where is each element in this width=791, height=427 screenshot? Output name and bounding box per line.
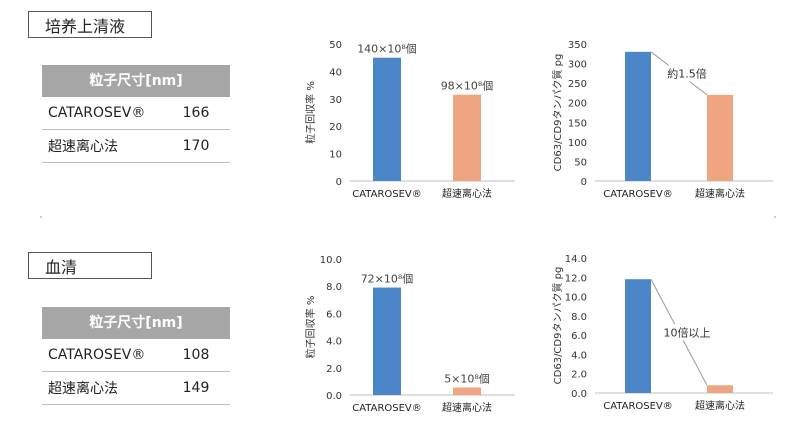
y-tick-label: 6.0 [326,309,342,320]
table-row: CATAROSEV® 108 [42,339,230,372]
y-tick-label: 10.0 [565,293,587,304]
bar [707,385,733,393]
table-header: 粒子尺寸[nm] [42,307,230,339]
section-label-serum: 血清 [28,252,152,279]
table-header: 粒子尺寸[nm] [42,65,230,97]
x-tick-label: 超速离心法 [442,187,492,200]
y-axis-label: 粒子回収率 % [304,81,317,144]
data-label: 72×10⁸個 [361,273,414,286]
y-tick-label: 10 [329,150,342,161]
y-tick-label: 4.0 [326,337,342,348]
bar [373,57,401,182]
annotation-background [665,65,709,82]
particle-recovery-chart-serum: 0.0 2.0 4.0 6.0 8.0 10.0 粒子回収率 % CATAROSEV® 超速离心… [304,255,515,414]
annotation-label: 10倍以上 [664,325,711,339]
protein-chart-supernatant: 0 50 100 150 200 250 300 350 CD63/CD9タンパク質 pg CAT… [551,40,773,200]
annotation-label: 約1.5倍 [667,66,707,80]
value-cell: 108 [182,347,210,363]
y-axis-label: CD63/CD9タンパク質 pg [551,54,564,172]
bar [625,51,651,182]
y-axis-label: CD63/CD9タンパク質 pg [551,267,564,385]
x-tick-label: 超速离心法 [442,401,492,414]
table-row: CATAROSEV® 166 [42,97,230,130]
protein-chart-serum: 0.0 2.0 4.0 6.0 8.0 10.0 12.0 14.0CD63/CD9タンパク質… [551,254,773,412]
x-tick-label: CATAROSEV® [352,189,422,200]
bar [453,387,481,395]
y-tick-label: 12.0 [565,273,587,284]
y-tick-label: 40 [329,67,342,78]
table-row: 超速离心法 149 [42,372,230,405]
y-tick-label: 0 [581,177,587,188]
divider-dot [40,216,42,218]
method-cell: 超速离心法 [48,139,118,155]
data-label: 5×10⁸個 [444,373,490,386]
y-tick-label: 14.0 [565,254,587,265]
y-tick-label: 8.0 [326,282,342,293]
divider-dot [774,216,776,218]
annotation-background [661,324,713,341]
y-tick-label: 6.0 [571,331,587,342]
section-label-supernatant: 培养上清液 [28,11,152,38]
y-tick-label: 150 [568,118,587,129]
y-tick-label: 30 [329,95,342,106]
table-row: 超速离心法 170 [42,130,230,163]
value-cell: 149 [182,380,210,396]
method-cell: CATAROSEV® [48,105,146,121]
y-tick-label: 100 [568,138,587,149]
y-tick-label: 0.0 [326,391,342,402]
data-label: 98×10⁸個 [441,80,494,93]
bar [373,287,401,395]
x-tick-label: CATAROSEV® [603,189,673,200]
method-cell: 超速离心法 [48,381,118,397]
y-tick-label: 50 [574,157,587,168]
particle-size-table-supernatant: 粒子尺寸[nm] CATAROSEV® 166 超速离心法 170 [42,65,230,163]
data-label: 140×10⁸個 [357,43,417,56]
y-tick-label: 2.0 [571,370,587,381]
y-tick-label: 250 [568,79,587,90]
method-cell: CATAROSEV® [48,347,146,363]
y-tick-label: 10.0 [320,255,342,266]
y-tick-label: 4.0 [571,350,587,361]
y-tick-label: 20 [329,122,342,133]
value-cell: 170 [182,138,210,154]
y-tick-label: 0 [336,177,342,188]
x-tick-label: 超速离心法 [695,187,745,200]
y-axis-label: 粒子回収率 % [304,296,317,359]
bar [625,279,651,393]
y-tick-label: 200 [568,99,587,110]
x-tick-label: 超速离心法 [695,399,745,412]
y-tick-label: 2.0 [326,364,342,375]
y-tick-label: 50 [329,40,342,51]
bar [707,94,733,181]
y-tick-label: 300 [568,60,587,71]
particle-recovery-chart-supernatant: 0 10 20 30 40 50 粒子回収率 % CATAROSEV® 超速离心法 140×10⁸… [304,40,515,200]
x-tick-label: CATAROSEV® [603,401,673,412]
y-tick-label: 0.0 [571,389,587,400]
x-tick-label: CATAROSEV® [352,403,422,414]
y-tick-label: 350 [568,40,587,51]
particle-size-table-serum: 粒子尺寸[nm] CATAROSEV® 108 超速离心法 149 [42,307,230,405]
bar [453,94,481,181]
y-tick-label: 8.0 [571,312,587,323]
value-cell: 166 [182,105,210,121]
